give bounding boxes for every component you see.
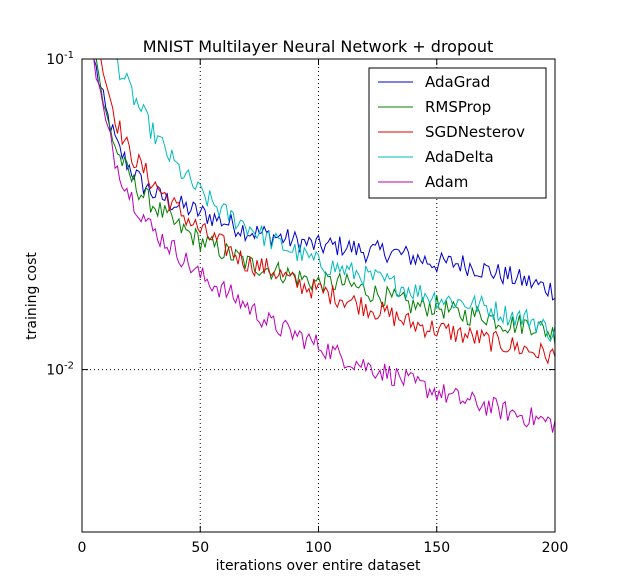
y-tick-label: 10-2 [46,361,74,379]
series-line-sgdnesterov [100,59,555,365]
chart-title: MNIST Multilayer Neural Network + dropou… [143,37,494,56]
series-layer [93,59,555,433]
series-line-adadelta [115,59,555,343]
x-tick-label: 200 [542,540,569,556]
series-line-adagrad [93,59,555,301]
y-axis-label: training cost [24,252,40,340]
y-tick-label: 10-1 [46,50,74,68]
legend-label-adagrad: AdaGrad [425,73,490,91]
legend: AdaGrad RMSProp SGDNesterov AdaDelta Adam [368,67,547,199]
series-line-adam [93,59,555,433]
legend-label-adam: Adam [425,173,468,191]
x-axis-label: iterations over entire dataset [216,558,421,574]
legend-label-rmsprop: RMSProp [425,98,491,116]
x-tick-label: 50 [191,540,209,556]
series-line-rmsprop [95,59,555,345]
legend-label-adadelta: AdaDelta [425,148,494,166]
axis-ticks: 0 50 100 150 200 10-2 10-1 [46,50,568,556]
x-tick-label: 0 [78,540,87,556]
x-tick-label: 100 [305,540,332,556]
legend-label-sgdnesterov: SGDNesterov [425,123,525,141]
legend-box [368,67,547,199]
x-tick-label: 150 [423,540,450,556]
